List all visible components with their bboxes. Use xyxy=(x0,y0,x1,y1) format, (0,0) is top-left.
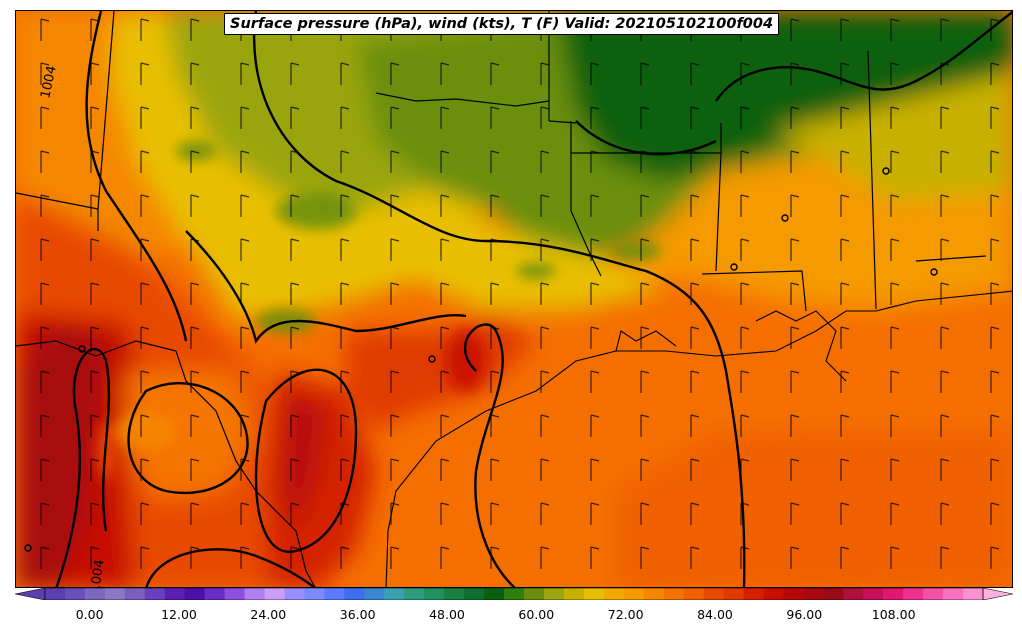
colorbar-segment xyxy=(424,588,445,600)
colorbar-segment xyxy=(284,588,305,600)
colorbar-segment xyxy=(643,588,665,600)
colorbar-segment xyxy=(603,588,625,600)
coastline xyxy=(385,290,1012,587)
contour-label-1004-bottom: 1004 xyxy=(88,559,107,588)
colorbar-tick-label: 108.00 xyxy=(871,607,916,622)
colorbar-segment xyxy=(344,588,365,600)
colorbar-segment xyxy=(723,588,745,600)
colorbar-extend-low xyxy=(15,588,46,600)
colorbar-segment xyxy=(144,588,166,600)
colorbar-segment xyxy=(184,588,206,600)
colorbar-segment xyxy=(663,588,685,600)
colorbar-tick-label: 0.00 xyxy=(75,607,104,622)
colorbar-segment xyxy=(244,588,266,600)
state-borders xyxy=(16,11,987,587)
colorbar-segment xyxy=(543,588,565,600)
colorbar-segment xyxy=(743,588,764,600)
colorbar-segment xyxy=(923,588,944,600)
colorbar-segment xyxy=(563,588,585,600)
colorbar-segment xyxy=(444,588,465,600)
colorbar-segment xyxy=(583,588,605,600)
colorbar-extend-high xyxy=(982,588,1013,600)
colorbar-segment xyxy=(823,588,844,600)
colorbar-tick-label: 60.00 xyxy=(518,607,555,622)
colorbar-segment xyxy=(883,588,904,600)
colorbar-segment xyxy=(264,588,285,600)
colorbar-segment xyxy=(204,588,226,600)
colorbar-segment xyxy=(124,588,146,600)
map-panel: 1004 1004 xyxy=(15,10,1013,588)
colorbar-segment xyxy=(484,588,505,600)
colorbar-tick-label: 24.00 xyxy=(250,607,287,622)
colorbar-segment xyxy=(863,588,884,600)
colorbar-segment xyxy=(164,588,186,600)
colorbar-segment xyxy=(703,588,725,600)
colorbar-segment xyxy=(763,588,784,600)
colorbar-segment xyxy=(783,588,804,600)
colorbar-segment xyxy=(903,588,924,600)
colorbar-segment xyxy=(324,588,345,600)
colorbar-segment xyxy=(384,588,405,600)
colorbar-tick-label: 48.00 xyxy=(429,607,465,622)
temperature-colorbar xyxy=(15,588,1013,600)
colorbar-segment xyxy=(523,588,545,600)
colorbar-segment xyxy=(803,588,824,600)
colorbar-segment xyxy=(464,588,485,600)
contour-label-1004-top: 1004 xyxy=(38,64,60,99)
colorbar-segment xyxy=(224,588,246,600)
colorbar-segment xyxy=(64,588,86,600)
colorbar-segment xyxy=(104,588,126,600)
colorbar-segment xyxy=(623,588,645,600)
colorbar-segment xyxy=(843,588,864,600)
colorbar-segment xyxy=(364,588,385,600)
colorbar-outline xyxy=(44,588,984,600)
colorbar-segment xyxy=(45,588,66,600)
pressure-contours xyxy=(55,11,1012,587)
colorbar-segment xyxy=(943,588,964,600)
colorbar-tick-label: 72.00 xyxy=(607,607,644,622)
colorbar-tick-label: 36.00 xyxy=(339,607,376,622)
colorbar-tick-label: 84.00 xyxy=(697,607,733,622)
colorbar-tick-label: 96.00 xyxy=(786,607,823,622)
map-title: Surface pressure (hPa), wind (kts), T (F… xyxy=(224,13,780,35)
colorbar-segment xyxy=(504,588,525,600)
colorbar-segment xyxy=(404,588,425,600)
wind-barbs xyxy=(16,11,1012,587)
colorbar-segment xyxy=(683,588,705,600)
colorbar-segment xyxy=(84,588,106,600)
station-markers xyxy=(24,167,938,552)
colorbar-segment xyxy=(304,588,325,600)
temperature-map: 1004 1004 xyxy=(16,11,1012,588)
colorbar-segment xyxy=(963,588,984,600)
colorbar-tick-label: 12.00 xyxy=(161,607,197,622)
